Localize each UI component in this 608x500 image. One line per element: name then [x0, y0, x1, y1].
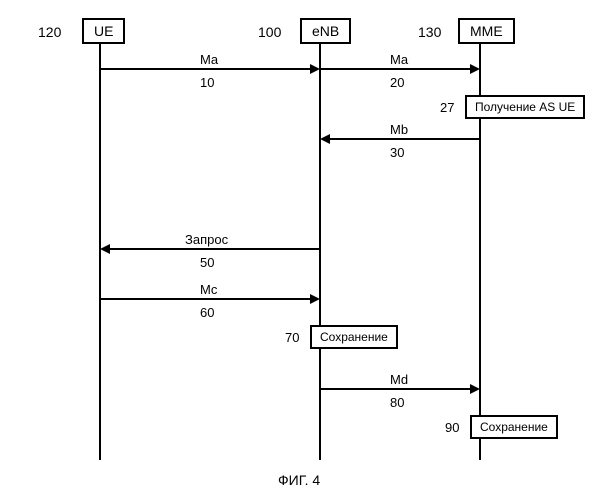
- arrowhead-zapros-50: [100, 244, 110, 254]
- label-ma-10: Ma: [200, 52, 218, 67]
- num-mb-30: 30: [390, 145, 404, 160]
- arrow-mb-30: [330, 138, 480, 140]
- note-box-90: Сохранение: [470, 415, 558, 439]
- arrow-zapros-50: [110, 248, 320, 250]
- arrow-ma-10: [100, 68, 310, 70]
- note-num-90: 90: [445, 420, 459, 435]
- note-num-70: 70: [285, 330, 299, 345]
- label-md-80: Md: [390, 372, 408, 387]
- arrow-ma-20: [320, 68, 470, 70]
- arrowhead-ma-10: [310, 64, 320, 74]
- arrowhead-ma-20: [470, 64, 480, 74]
- label-zapros-50: Запрос: [185, 232, 228, 247]
- actor-num-ue: 120: [38, 24, 61, 40]
- num-ma-10: 10: [200, 75, 214, 90]
- note-box-70: Сохранение: [310, 325, 398, 349]
- actor-num-mme: 130: [418, 24, 441, 40]
- arrowhead-md-80: [470, 384, 480, 394]
- num-md-80: 80: [390, 395, 404, 410]
- note-num-27: 27: [440, 100, 454, 115]
- num-mc-60: 60: [200, 305, 214, 320]
- note-box-27: Получение AS UE: [465, 95, 585, 119]
- num-zapros-50: 50: [200, 255, 214, 270]
- arrow-md-80: [320, 388, 470, 390]
- actor-box-mme: MME: [458, 18, 515, 44]
- lifeline-enb: [319, 42, 321, 460]
- label-mc-60: Mc: [200, 282, 217, 297]
- num-ma-20: 20: [390, 75, 404, 90]
- figure-caption: ФИГ. 4: [278, 472, 320, 488]
- actor-num-enb: 100: [258, 24, 281, 40]
- actor-box-enb: eNB: [300, 18, 351, 44]
- actor-box-ue: UE: [82, 18, 125, 44]
- arrowhead-mc-60: [310, 294, 320, 304]
- label-ma-20: Ma: [390, 52, 408, 67]
- label-mb-30: Mb: [390, 122, 408, 137]
- arrow-mc-60: [100, 298, 310, 300]
- arrowhead-mb-30: [320, 134, 330, 144]
